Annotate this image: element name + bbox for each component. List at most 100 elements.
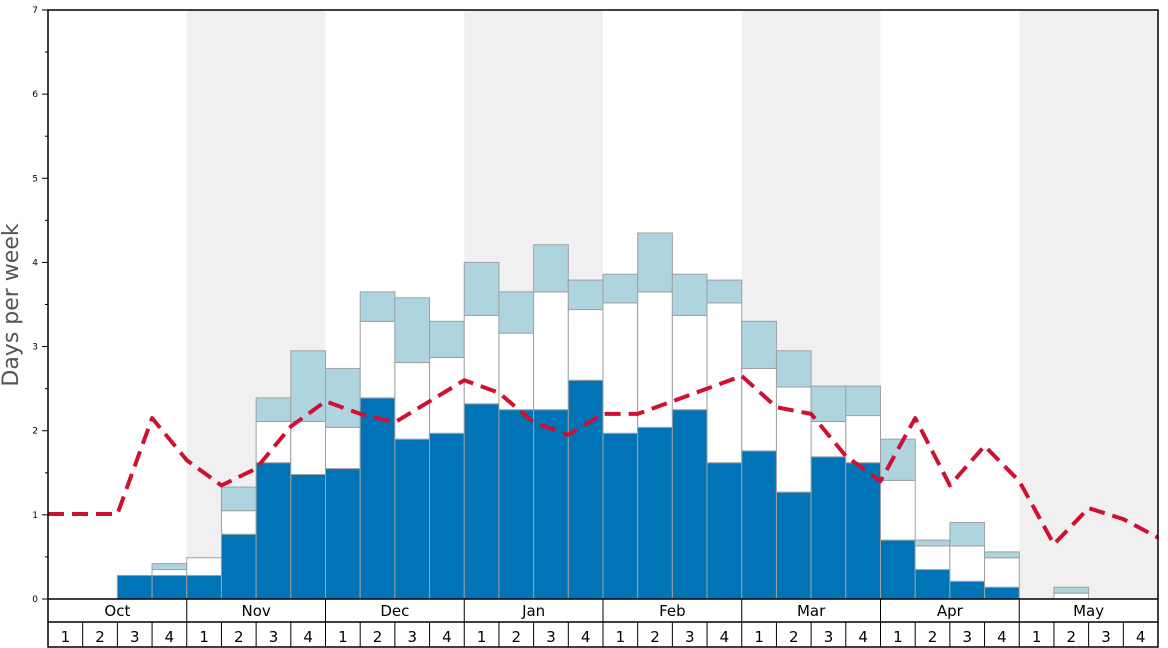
y-tick-label: 1 xyxy=(32,511,38,521)
bar-segment-white xyxy=(394,362,431,440)
week-label: 1 xyxy=(199,628,209,646)
month-label-feb: Feb xyxy=(659,602,686,620)
bar-segment-white xyxy=(671,314,708,411)
bar-segment-light xyxy=(880,438,916,481)
x-axis: Oct Nov Dec Jan Feb Mar Apr May 1 2 3 4 1 2 3 4 1 2 3 4 1 2 3 4… xyxy=(48,598,1158,647)
bar-segment-white xyxy=(255,420,292,464)
bar-segment-light xyxy=(429,320,465,359)
bar-segment-light xyxy=(602,273,639,304)
bar-segment-dark xyxy=(775,491,812,600)
bar-segment-light xyxy=(359,291,396,322)
week-label: 1 xyxy=(61,628,71,646)
average-line-layer xyxy=(48,374,1159,547)
bar-segment-dark xyxy=(325,468,361,600)
week-label: 2 xyxy=(789,628,799,646)
week-label: 2 xyxy=(928,628,938,646)
bar-segment-light xyxy=(741,320,777,369)
bar-segment-dark xyxy=(429,432,465,600)
week-label: 1 xyxy=(1032,628,1042,646)
y-tick-label: 3 xyxy=(32,343,38,353)
bar-segment-white xyxy=(949,545,986,582)
week-label: 4 xyxy=(997,628,1007,646)
week-label: 2 xyxy=(650,628,660,646)
bar-segment-white xyxy=(186,557,222,576)
plot-frame xyxy=(47,9,1159,648)
month-label-mar: Mar xyxy=(797,602,826,620)
bar-segment-dark xyxy=(533,409,569,600)
week-label: 1 xyxy=(893,628,903,646)
bar-segment-light xyxy=(290,350,326,422)
week-label: 3 xyxy=(824,628,834,646)
week-label: 4 xyxy=(303,628,313,646)
bar-segment-white xyxy=(775,386,812,493)
y-tick-label: 6 xyxy=(32,90,38,100)
bar-segment-dark xyxy=(637,426,673,600)
week-label: 4 xyxy=(1136,628,1146,646)
month-label-oct: Oct xyxy=(104,602,130,620)
bar-segment-dark xyxy=(706,462,743,600)
y-tick-label: 4 xyxy=(32,258,38,268)
bar-segment-dark xyxy=(290,473,326,600)
bar-segment-light xyxy=(533,244,569,293)
bar-segment-white xyxy=(290,420,326,475)
bar-segment-dark xyxy=(498,409,535,600)
week-label: 1 xyxy=(754,628,764,646)
bar-segment-dark xyxy=(359,397,396,600)
bar-segment-light xyxy=(845,385,881,417)
bar-segment-dark xyxy=(949,580,986,600)
bar-segment-light xyxy=(810,385,847,422)
week-label: 3 xyxy=(407,628,417,646)
y-tick-label: 7 xyxy=(32,6,38,16)
week-label: 4 xyxy=(165,628,175,646)
month-label-may: May xyxy=(1073,602,1104,620)
month-label-jan: Jan xyxy=(521,602,545,620)
bar-segment-light xyxy=(949,521,986,547)
bar-segment-white xyxy=(151,569,188,576)
bar-segment-white xyxy=(880,479,916,541)
bar-segment-light xyxy=(394,297,431,364)
week-label: 3 xyxy=(130,628,140,646)
bar-segment-white xyxy=(845,415,881,464)
bar-segment-light xyxy=(1053,586,1090,594)
bar-segment-dark xyxy=(880,539,916,600)
bar-segment-light xyxy=(567,279,604,311)
week-label: 3 xyxy=(546,628,556,646)
week-label: 1 xyxy=(616,628,626,646)
week-label: 4 xyxy=(720,628,730,646)
week-label: 2 xyxy=(373,628,383,646)
average-line xyxy=(48,374,1159,547)
y-axis-label: Days per week xyxy=(0,223,24,386)
bar-segment-light xyxy=(671,273,708,316)
bar-segment-white xyxy=(325,426,361,470)
week-label: 1 xyxy=(338,628,348,646)
bar-segment-dark xyxy=(151,574,188,600)
bar-segment-white xyxy=(984,557,1020,588)
bar-segment-white xyxy=(220,510,257,535)
bar-segment-light xyxy=(255,397,292,422)
bar-segment-dark xyxy=(602,432,639,600)
bar-segment-white xyxy=(914,545,951,571)
week-label: 1 xyxy=(477,628,487,646)
week-label: 2 xyxy=(234,628,244,646)
week-label: 3 xyxy=(1101,628,1111,646)
y-tick-label: 0 xyxy=(32,595,38,605)
month-label-apr: Apr xyxy=(937,602,964,620)
bar-segment-dark xyxy=(914,569,951,600)
bar-segment-white xyxy=(567,309,604,381)
stacked-bars xyxy=(116,232,1090,600)
bar-segment-white xyxy=(533,291,569,411)
bar-segment-dark xyxy=(810,456,847,600)
week-label: 2 xyxy=(1067,628,1077,646)
bar-segment-light xyxy=(984,551,1020,559)
week-label: 2 xyxy=(512,628,522,646)
bar-segment-light xyxy=(637,232,673,293)
bar-segment-dark xyxy=(394,438,431,600)
week-label: 3 xyxy=(962,628,972,646)
week-label: 3 xyxy=(685,628,695,646)
bar-segment-light xyxy=(914,539,951,547)
week-label: 3 xyxy=(269,628,279,646)
bar-segment-dark xyxy=(984,586,1020,600)
bar-segment-light xyxy=(706,279,743,304)
y-tick-label: 2 xyxy=(32,427,38,437)
